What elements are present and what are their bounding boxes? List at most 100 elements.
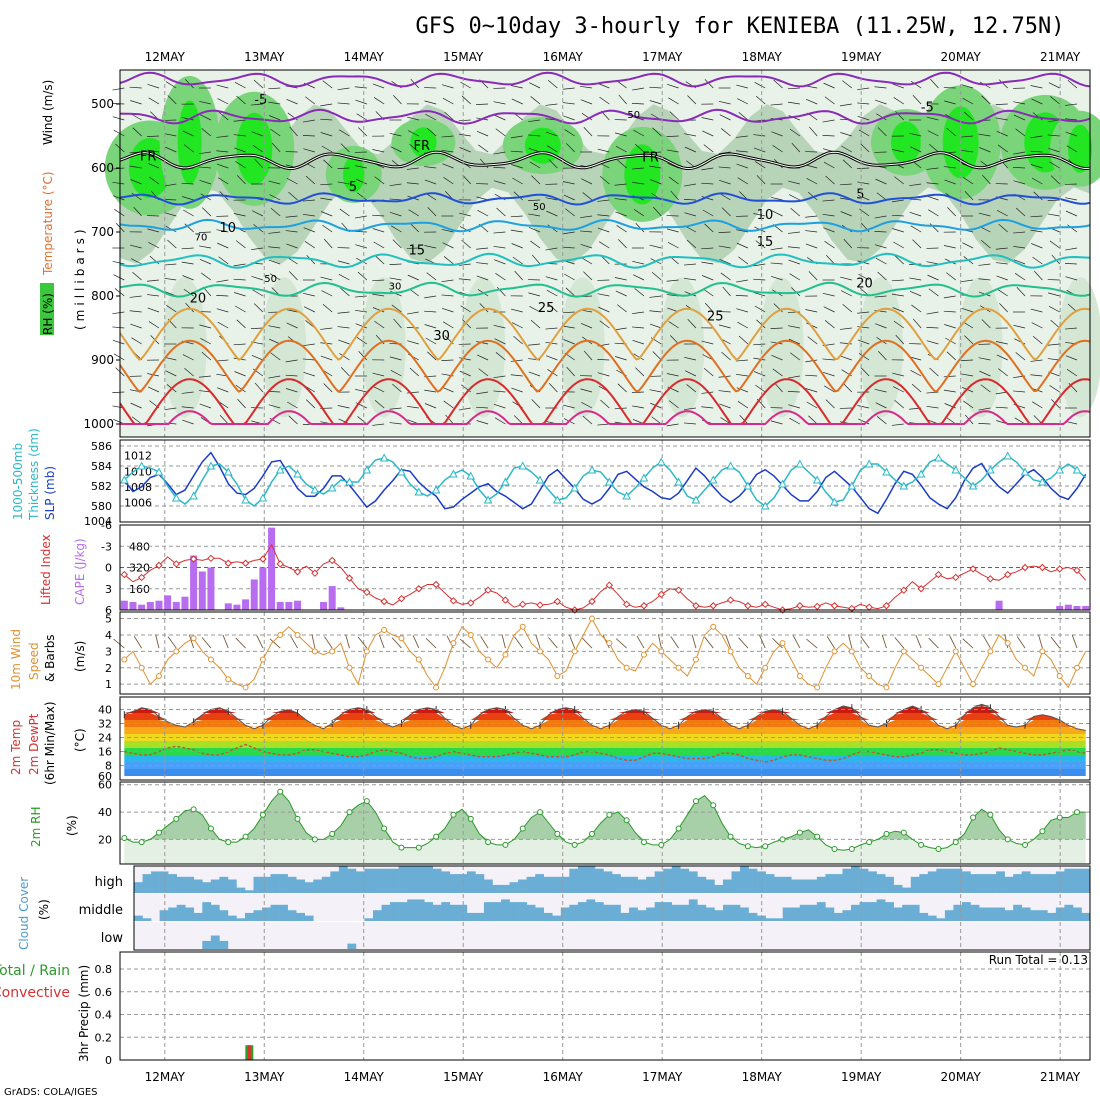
thickness-point	[812, 475, 822, 484]
wind-barb	[372, 83, 385, 89]
wind-barb-10m	[738, 637, 749, 649]
wind-barb	[632, 260, 645, 265]
wind-barb	[564, 273, 575, 281]
wind-speed-point	[970, 681, 977, 688]
wind-barb	[773, 79, 783, 89]
thickness-point	[760, 501, 770, 510]
wind-barb	[583, 271, 593, 281]
rh-point	[1056, 814, 1063, 821]
wind-barb	[754, 82, 766, 89]
wind-barb	[929, 144, 939, 153]
wind-barb	[199, 151, 211, 155]
wind-speed-point	[554, 672, 561, 679]
wind-barb	[978, 212, 991, 217]
slp-line	[123, 451, 1087, 515]
wind-barb-10m	[894, 637, 905, 649]
wind-barb	[112, 116, 125, 121]
wind-barb	[1030, 215, 1043, 218]
wind-barb	[599, 96, 610, 105]
wind-speed-point	[225, 676, 232, 683]
wind-barb	[303, 148, 315, 153]
wind-barb	[857, 181, 870, 185]
cape-bar	[146, 602, 154, 610]
chart-title: GFS 0~10day 3-hourly for KENIEBA (11.25W…	[415, 14, 1064, 39]
wind-barb	[909, 132, 922, 137]
date-label-bottom: 18MAY	[742, 1070, 783, 1084]
wind-barb	[458, 119, 471, 122]
panel-frame	[119, 439, 1091, 523]
precip-labels: Total / Rain Convective 3hr Precip (mm)	[0, 963, 91, 1062]
wind-barb	[562, 102, 575, 105]
cloud-bar	[202, 940, 212, 949]
wind-barb	[736, 308, 748, 313]
cape-bar	[276, 602, 284, 610]
wind-barb	[683, 422, 696, 425]
wind-barb-10m	[691, 634, 697, 649]
wind-barb	[892, 386, 904, 393]
wind-barb	[878, 350, 887, 361]
wind-barb	[874, 295, 887, 298]
wind-barb	[805, 243, 818, 249]
cape-bar	[320, 602, 328, 610]
wind-barb	[631, 103, 644, 105]
cloud-bar	[927, 915, 937, 921]
wind-barb	[771, 354, 783, 361]
wind-barb	[493, 180, 506, 185]
wind-barb	[668, 176, 679, 185]
wind-speed-point	[1056, 672, 1063, 679]
cloud-bar	[876, 899, 886, 921]
date-label-top: 16MAY	[543, 50, 584, 64]
wind-barb	[822, 199, 835, 202]
thickness-point	[795, 459, 805, 468]
thickness-point	[189, 491, 198, 500]
wind-barb	[164, 356, 177, 361]
wind-barb	[964, 190, 974, 201]
wind-barb	[684, 183, 696, 187]
cloud-bar	[1064, 868, 1074, 893]
wind-speed-point	[606, 640, 613, 647]
cloud-bar	[808, 904, 818, 921]
cloud-bar	[535, 874, 545, 893]
wind-barb	[409, 367, 420, 377]
wind-barb	[234, 147, 246, 153]
cape-bar	[242, 599, 250, 610]
wind-barb	[978, 407, 991, 411]
wind-barb	[131, 113, 142, 121]
slp-label-3: SLP (mb)	[43, 466, 57, 520]
wind-barb	[616, 304, 627, 313]
wind-barb	[926, 327, 939, 329]
wind-speed-point	[1074, 664, 1081, 671]
cloud-bar	[603, 904, 613, 921]
wind-barb	[200, 338, 212, 345]
cloud-bar	[1021, 871, 1031, 893]
wind-barb	[912, 318, 922, 329]
wind-barb	[337, 102, 350, 105]
wind-barb	[129, 86, 142, 89]
wind-barb	[1033, 191, 1043, 201]
cloud-bar	[176, 904, 186, 921]
wind-barb	[997, 144, 1008, 153]
wind-barb	[355, 178, 367, 185]
wind-barb	[476, 420, 489, 425]
wind-barb	[892, 83, 904, 89]
cloud-bar	[543, 912, 553, 921]
wind-barb	[424, 389, 437, 393]
wind-speed-point	[121, 656, 128, 663]
pressure-tick: 1000	[83, 417, 114, 431]
wind-barb-10m	[548, 637, 558, 649]
cape-bar	[181, 596, 189, 610]
wind-barb	[133, 206, 142, 217]
wind-barb	[1030, 374, 1043, 377]
rh-point	[883, 830, 890, 837]
wind-barb	[268, 325, 281, 329]
wind-barb	[181, 391, 194, 394]
wind-barb	[858, 353, 870, 361]
wind-barb	[580, 99, 593, 105]
wind-barb-10m	[848, 634, 853, 649]
wind-barb	[458, 263, 471, 266]
wind-barb	[424, 403, 437, 409]
wind-barb	[891, 423, 904, 426]
wind-barb	[234, 371, 246, 377]
wind-barb	[529, 82, 541, 89]
wind-barb	[305, 175, 316, 185]
